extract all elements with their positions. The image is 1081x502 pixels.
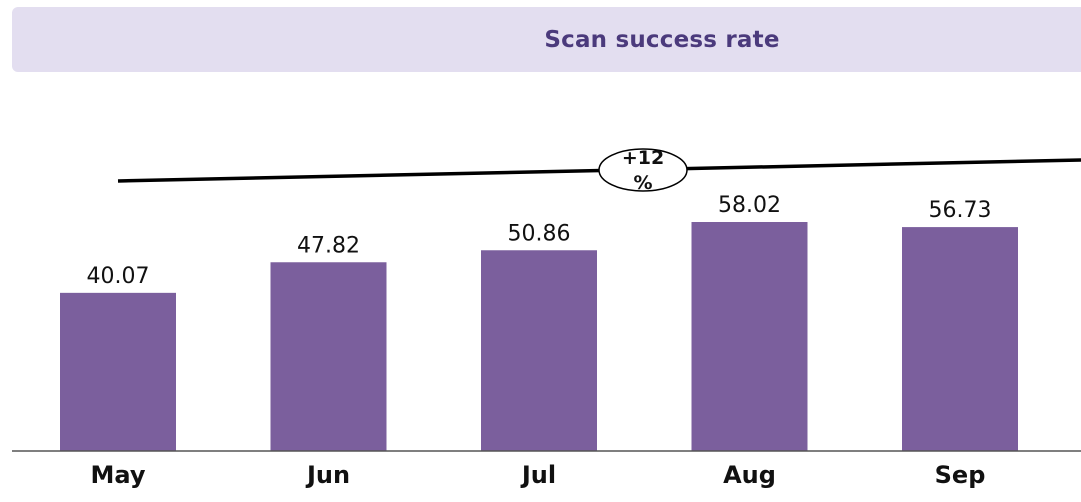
category-label-may: May xyxy=(91,461,146,489)
bar-jun xyxy=(270,262,387,451)
trend-badge-line1: +12 xyxy=(622,147,664,169)
trend-badge: +12 % xyxy=(598,147,688,194)
trend-badge-line2: % xyxy=(633,172,652,194)
chart-title: Scan success rate xyxy=(544,26,780,53)
category-label-jun: Jun xyxy=(305,461,350,489)
value-label-may: 40.07 xyxy=(87,264,150,289)
chart-title-bar: Scan success rate xyxy=(12,7,1081,72)
bars-group xyxy=(60,222,1018,451)
bar-jul xyxy=(481,250,597,451)
category-label-sep: Sep xyxy=(935,461,986,489)
bar-may xyxy=(60,292,176,451)
bar-aug xyxy=(691,222,808,451)
value-label-jul: 50.86 xyxy=(508,221,571,246)
category-labels-group: May Jun Jul Aug Sep xyxy=(91,461,986,489)
value-label-sep: 56.73 xyxy=(929,198,992,223)
category-label-jul: Jul xyxy=(520,461,556,489)
value-labels-group: 40.07 47.82 50.86 58.02 56.73 xyxy=(87,193,992,289)
trend-badge-shape xyxy=(598,148,688,192)
value-label-jun: 47.82 xyxy=(297,233,360,258)
category-label-aug: Aug xyxy=(723,461,776,489)
value-label-aug: 58.02 xyxy=(718,193,781,218)
bar-sep xyxy=(902,227,1018,451)
